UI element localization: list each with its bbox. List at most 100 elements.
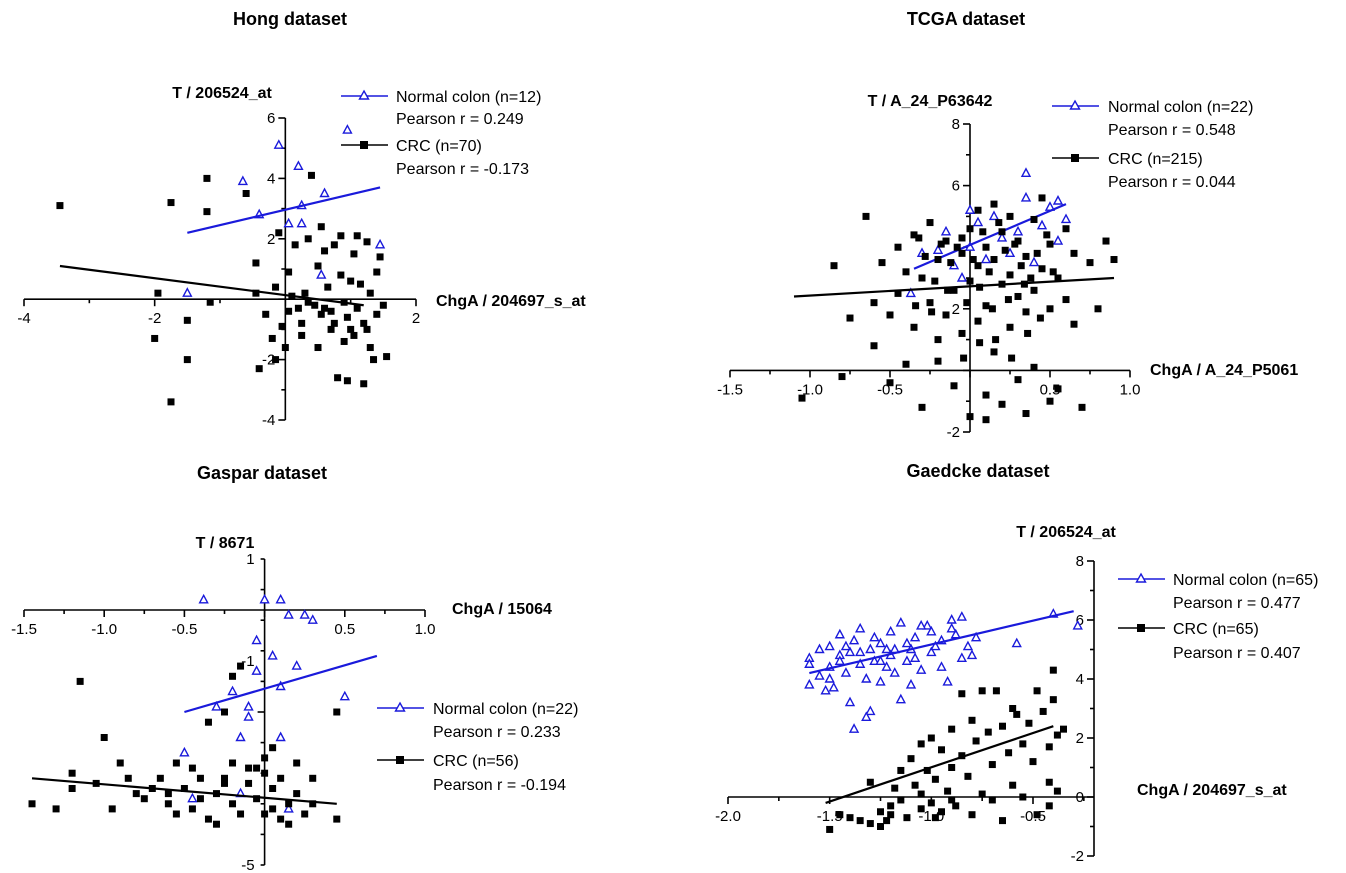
point-normal <box>227 685 238 696</box>
point-crc <box>982 391 990 399</box>
point-crc <box>1043 231 1051 239</box>
x-tick-label: -0.5 <box>171 621 197 638</box>
point-crc <box>887 811 895 819</box>
point-crc <box>1017 262 1025 270</box>
plot-area <box>804 608 1083 833</box>
point-crc <box>255 365 263 373</box>
point-crc <box>253 795 261 803</box>
point-crc <box>1078 403 1086 411</box>
point-normal <box>291 660 302 670</box>
fit-line-normal <box>184 654 378 714</box>
point-crc <box>974 262 982 270</box>
point-crc <box>307 171 315 179</box>
point-crc <box>268 334 276 342</box>
point-crc <box>311 301 319 309</box>
point-crc <box>948 796 956 804</box>
point-crc <box>931 775 939 783</box>
point-crc <box>330 241 338 249</box>
point-normal <box>1020 191 1032 202</box>
point-normal <box>1036 219 1048 230</box>
point-crc <box>1024 329 1032 337</box>
point-crc <box>285 307 293 315</box>
point-crc <box>334 374 342 382</box>
point-normal <box>339 690 350 701</box>
point-crc <box>373 268 381 276</box>
point-crc <box>1019 740 1027 748</box>
point-crc <box>285 268 293 276</box>
fit-line-normal <box>809 610 1074 675</box>
point-crc <box>116 759 124 767</box>
y-tick-label: 8 <box>1076 553 1084 570</box>
point-crc <box>902 360 910 368</box>
point-crc <box>1029 758 1037 766</box>
point-normal <box>909 631 921 642</box>
point-crc <box>167 398 175 406</box>
point-crc <box>1045 743 1053 751</box>
x-tick-label: -2 <box>148 310 161 327</box>
point-crc <box>1005 749 1013 757</box>
point-crc <box>343 313 351 321</box>
point-crc <box>897 796 905 804</box>
point-crc <box>894 243 902 251</box>
point-normal <box>243 700 254 711</box>
point-normal <box>283 802 294 813</box>
x-tick-label: -0.5 <box>1020 808 1046 825</box>
legend: Normal colon (n=22) Pearson r = 0.233 CR… <box>377 701 578 794</box>
point-crc <box>1027 274 1035 282</box>
y-tick-label: 2 <box>1076 730 1084 747</box>
point-crc <box>245 764 253 772</box>
legend-normal-label: Normal colon (n=12) <box>396 89 541 106</box>
point-crc <box>196 774 204 782</box>
point-normal <box>875 655 886 665</box>
fit-line-crc <box>793 276 1115 298</box>
point-normal <box>235 731 246 742</box>
point-crc <box>221 774 228 782</box>
point-crc <box>304 298 312 306</box>
point-crc <box>999 817 1006 825</box>
point-crc <box>229 759 237 767</box>
point-normal <box>916 619 927 630</box>
point-crc <box>952 802 960 810</box>
point-crc <box>68 785 76 792</box>
point-crc <box>1049 696 1057 704</box>
point-normal <box>1012 225 1024 236</box>
point-crc <box>966 277 974 285</box>
chart-title: TCGA dataset <box>907 9 1025 29</box>
point-crc <box>337 232 345 240</box>
point-normal <box>1072 619 1083 630</box>
point-normal <box>187 792 198 803</box>
point-normal <box>259 593 270 604</box>
point-crc <box>293 790 301 798</box>
point-normal <box>275 731 286 742</box>
x-tick-label: 1.0 <box>1120 381 1141 398</box>
point-crc <box>934 256 942 264</box>
point-normal <box>932 244 944 254</box>
point-normal <box>299 609 310 619</box>
legend-crc-marker <box>360 141 368 149</box>
y-tick-label: 4 <box>1076 671 1084 688</box>
point-crc <box>269 785 277 792</box>
point-crc <box>883 817 891 825</box>
point-crc <box>324 283 332 291</box>
point-crc <box>252 259 260 267</box>
x-tick-label: -1.0 <box>91 621 117 638</box>
y-tick-label: 1 <box>246 551 254 568</box>
point-normal <box>972 216 984 227</box>
series-normal-colon <box>182 124 386 297</box>
point-crc <box>272 356 280 364</box>
point-crc <box>902 268 910 276</box>
point-crc <box>261 754 269 762</box>
point-crc <box>856 817 864 825</box>
point-crc <box>866 778 874 786</box>
legend-normal-marker <box>394 701 406 712</box>
point-normal <box>980 253 992 264</box>
point-normal <box>926 625 937 636</box>
point-crc <box>1033 811 1041 819</box>
point-normal <box>926 646 937 657</box>
point-crc <box>907 755 915 763</box>
point-crc <box>285 800 293 808</box>
point-normal <box>237 175 249 186</box>
point-crc <box>963 299 971 307</box>
legend-crc-stat: Pearson r = 0.407 <box>1173 645 1301 662</box>
